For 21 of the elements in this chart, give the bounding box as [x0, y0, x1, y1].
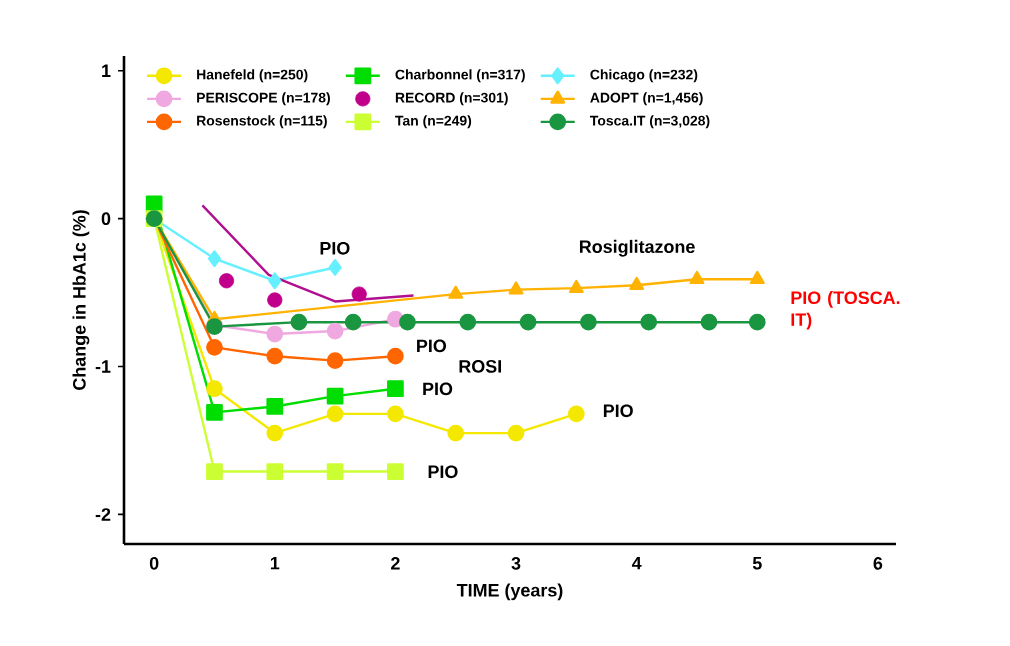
- annotation: PIO: [423, 382, 453, 396]
- annotation: PIO (TOSCA. IT): [791, 290, 900, 330]
- annotation: PIO: [417, 339, 447, 353]
- x-tick-label: 0: [149, 557, 159, 570]
- y-tick-label: 1: [102, 64, 111, 77]
- x-tick-label: 4: [631, 557, 642, 570]
- x-tick-label: 3: [511, 557, 521, 570]
- y-tick-label: -1: [95, 360, 111, 373]
- x-axis-title: TIME (years): [456, 583, 563, 601]
- y-tick-label: 0: [101, 212, 111, 226]
- x-tick-label: 5: [752, 557, 762, 570]
- y-tick-label: -2: [95, 508, 111, 521]
- x-tick-label: 1: [270, 557, 280, 570]
- x-tick-label: 2: [391, 557, 400, 570]
- annotation: PIO: [603, 404, 633, 418]
- x-tick-label: 6: [873, 557, 883, 570]
- annotation: PIO: [428, 465, 458, 479]
- y-axis-title: Change in HbA1c (%): [72, 210, 90, 390]
- annotation: ROSI: [459, 360, 501, 373]
- annotation: Rosiglitazone: [579, 239, 695, 257]
- annotation: PIO: [320, 241, 350, 255]
